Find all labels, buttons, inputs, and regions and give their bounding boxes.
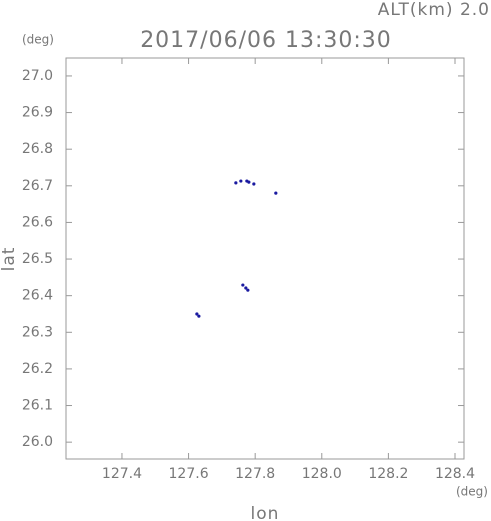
y-tick-label: 27.0 xyxy=(22,68,53,84)
y-tick-label: 26.6 xyxy=(22,214,53,230)
point xyxy=(247,180,251,184)
y-tick-label: 26.0 xyxy=(22,434,53,450)
y-tick-label: 26.3 xyxy=(22,324,53,340)
plot-frame xyxy=(65,57,465,460)
y-tick-label: 26.5 xyxy=(22,251,53,267)
y-axis-label: lat xyxy=(0,247,19,272)
subtitle: ALT(km) 2.0 xyxy=(378,0,490,20)
y-tick-label: 26.2 xyxy=(22,361,53,377)
point xyxy=(246,288,250,292)
x-tick-label: 127.6 xyxy=(169,466,209,482)
x-tick-label: 128.0 xyxy=(302,466,342,482)
point xyxy=(197,314,201,318)
y-tick-label: 26.1 xyxy=(22,398,53,414)
point xyxy=(241,283,245,287)
y-tick-label: 26.8 xyxy=(22,141,53,157)
point xyxy=(195,312,199,316)
x-tick-label: 128.2 xyxy=(368,466,408,482)
y-tick-label: 26.7 xyxy=(22,178,53,194)
point xyxy=(244,286,248,290)
y-unit: (deg) xyxy=(22,33,54,47)
x-axis-label: lon xyxy=(251,504,280,521)
point xyxy=(274,191,278,195)
point xyxy=(252,182,256,186)
x-unit: (deg) xyxy=(456,485,488,499)
x-tick-label: 127.4 xyxy=(102,466,142,482)
chart-title: 2017/06/06 13:30:30 xyxy=(140,28,392,53)
x-tick-label: 128.4 xyxy=(435,466,475,482)
y-tick-label: 26.9 xyxy=(22,105,53,121)
y-tick-label: 26.4 xyxy=(22,288,53,304)
point xyxy=(234,181,238,185)
point xyxy=(239,179,243,183)
x-tick-label: 127.8 xyxy=(235,466,275,482)
